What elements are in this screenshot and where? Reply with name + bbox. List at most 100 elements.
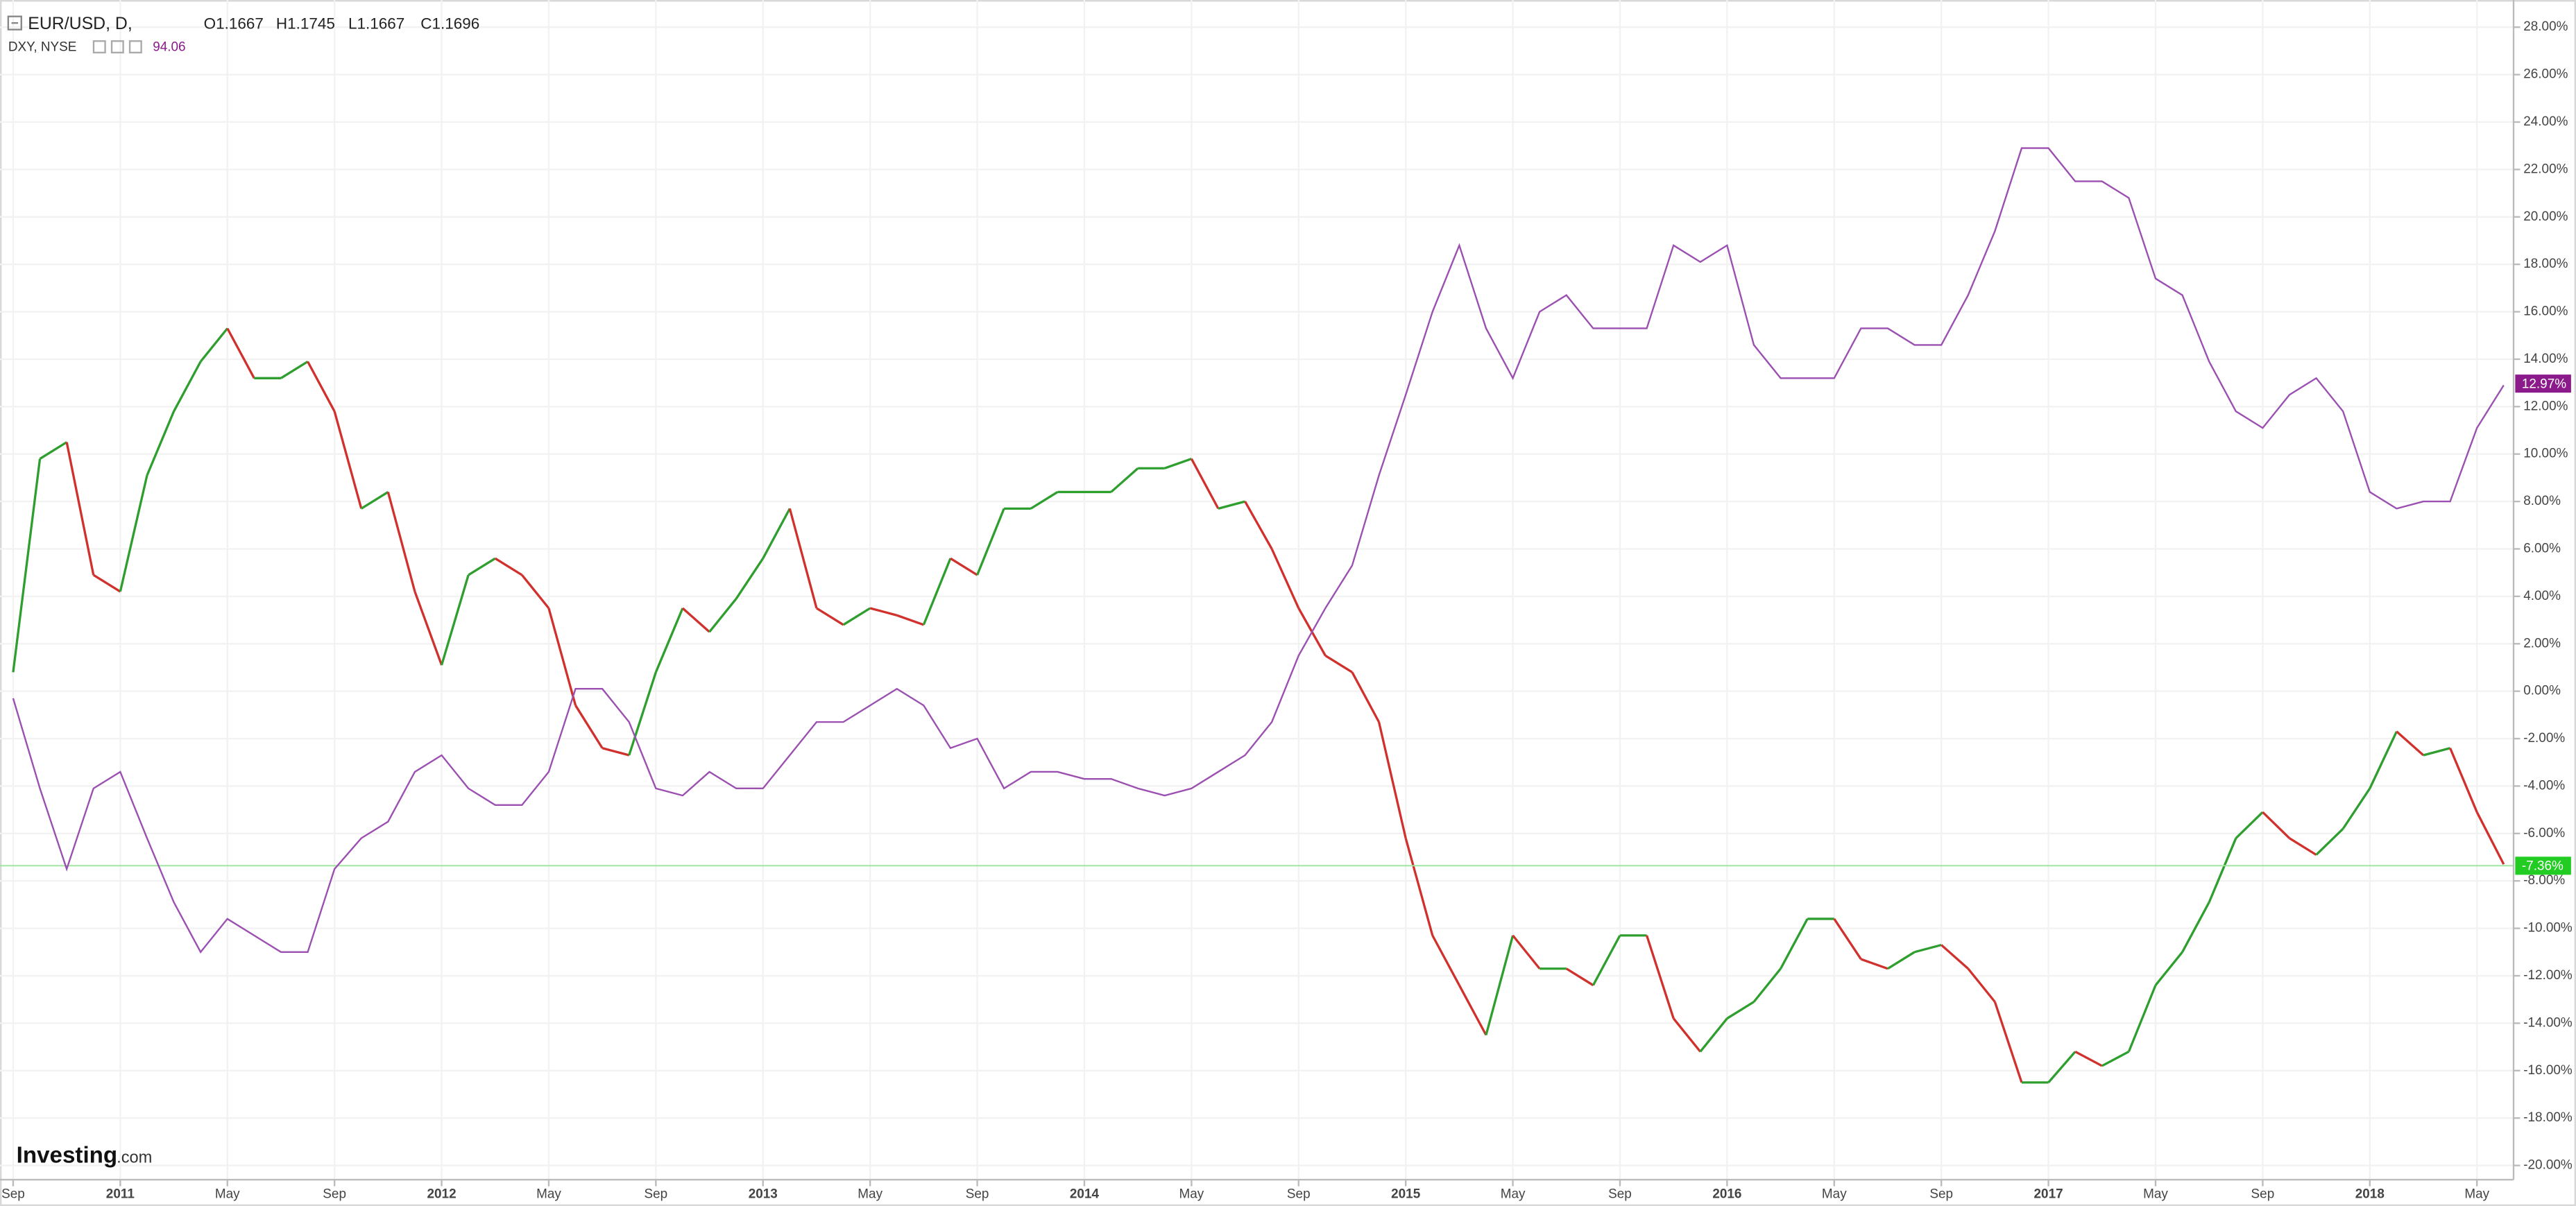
price-segment [1110,467,1139,493]
ohlc-value: H1.1745 [276,15,335,32]
price-segment [2475,811,2505,865]
y-tick-label: 28.00% [2523,19,2568,34]
last-value-box [2515,856,2571,875]
price-segment [521,574,550,610]
price-segment [1726,1001,1755,1019]
price-segment [602,747,630,757]
y-tick-label: -10.00% [2523,921,2573,936]
x-tick-label: May [2464,1187,2489,1201]
price-segment [2181,902,2210,953]
price-segment [1030,491,1059,510]
ohlc-value: L1.1667 [348,15,404,32]
x-tick-label: Sep [1929,1187,1953,1201]
compare-symbol[interactable]: DXY, NYSE [8,40,77,55]
y-tick-label: -8.00% [2523,873,2565,888]
collapse-icon[interactable] [7,15,22,31]
x-tick-label: May [536,1187,561,1201]
price-segment [2235,811,2264,839]
price-segment [1218,500,1246,510]
price-segment [788,508,818,609]
price-segment [708,598,737,633]
x-tick-label: Sep [2251,1187,2275,1201]
price-segment [2449,748,2478,813]
price-segment [922,558,952,626]
y-tick-label: 22.00% [2523,162,2568,176]
price-segment [896,614,924,626]
y-tick-label: 20.00% [2523,209,2568,224]
price-segment [2127,985,2157,1053]
price-segment [2154,951,2183,986]
x-tick-label: May [858,1187,882,1201]
y-tick-label: 4.00% [2523,589,2561,603]
price-segment [1270,548,1300,609]
price-segment [1431,935,1460,986]
price-segment [1780,918,1809,970]
y-tick-label: 24.00% [2523,114,2568,129]
price-segment [842,607,871,626]
y-tick-label: 8.00% [2523,494,2561,508]
main-symbol[interactable]: EUR/USD, D, [28,14,133,33]
last-value-box [2515,374,2571,393]
x-tick-label: 2011 [106,1187,135,1201]
price-segment [1833,918,1862,960]
price-segment [2396,730,2425,757]
compare-line [12,147,2505,954]
x-tick-label: May [2143,1187,2168,1201]
price-segment [413,591,443,666]
last-value-label: 12.97% [2522,377,2566,391]
x-tick-label: 2013 [749,1187,778,1201]
price-segment [386,491,416,592]
price-segment [547,608,577,706]
price-segment [1860,958,1888,970]
y-tick-label: -12.00% [2523,968,2573,983]
price-segment [494,557,523,576]
y-tick-label: 6.00% [2523,541,2561,555]
price-segment [735,558,765,600]
price-segment [2208,838,2237,903]
price-segment [1914,943,1942,954]
ohlc-value: C1.1696 [420,15,479,32]
x-tick-label: Sep [1608,1187,1632,1201]
price-segment [976,508,1005,576]
x-tick-label: May [215,1187,240,1201]
price-segment [654,608,684,673]
y-tick-label: -4.00% [2523,778,2565,793]
price-segment [2074,1050,2103,1067]
x-tick-label: Sep [1,1187,25,1201]
price-segment [2369,731,2398,789]
price-segment [360,491,389,510]
y-tick-label: -20.00% [2523,1158,2573,1173]
price-segment [307,361,336,412]
logo: Investing [17,1143,118,1169]
x-tick-label: Sep [645,1187,668,1201]
settings-icon[interactable] [92,40,106,53]
price-segment [2315,827,2344,856]
x-tick-label: 2018 [2355,1187,2385,1201]
price-segment [1351,671,1381,723]
price-segment [280,360,309,379]
price-segment [950,557,978,576]
price-segment [199,327,229,363]
y-tick-label: 12.00% [2523,399,2568,413]
price-segment [1565,967,1594,987]
compare-price: 94.06 [153,40,185,55]
price-segment [869,607,898,617]
price-segment [1752,967,1782,1003]
price-segment [681,607,710,633]
x-tick-label: May [1501,1187,1526,1201]
x-tick-label: 2017 [2034,1187,2063,1201]
y-tick-label: 2.00% [2523,636,2561,651]
y-tick-label: 14.00% [2523,352,2568,366]
remove-icon[interactable] [128,40,142,53]
price-segment [1887,951,1916,970]
price-segment [1512,934,1541,970]
price-segment [39,441,68,460]
price-segment [12,458,42,673]
price-segment [146,411,176,476]
price-segment [119,475,148,592]
price-segment [1699,1017,1728,1053]
price-segment [92,574,121,593]
x-tick-label: Sep [1287,1187,1311,1201]
price-segment [1940,944,1969,970]
hide-icon[interactable] [110,40,124,53]
